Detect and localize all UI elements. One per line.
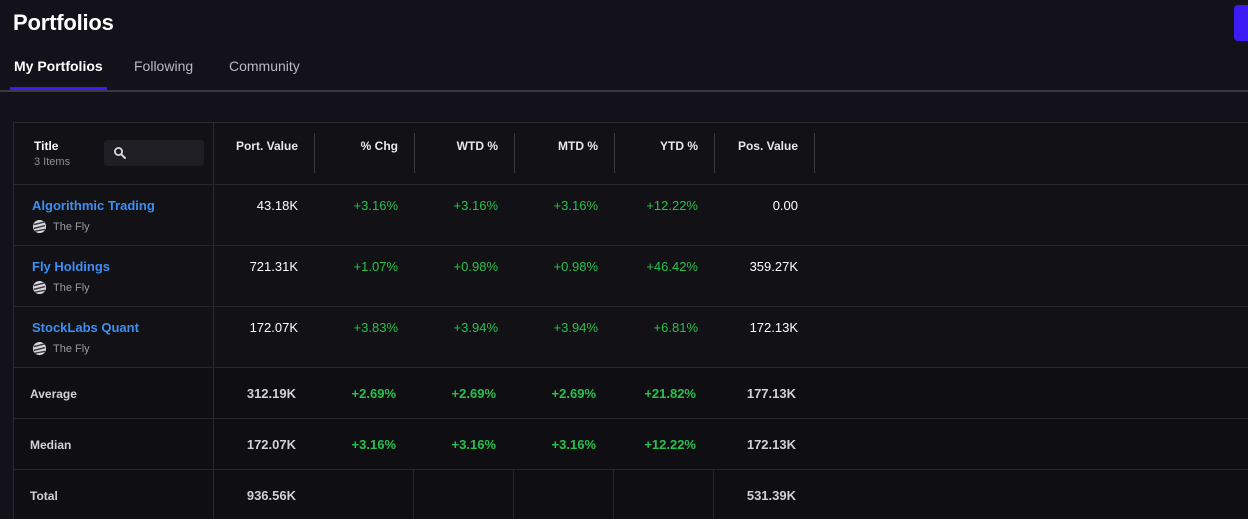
ytd-pct: +46.42%	[646, 259, 698, 274]
summary-ytd	[614, 470, 714, 519]
tab-community[interactable]: Community	[229, 58, 300, 74]
title-cell: StockLabs Quant The Fly	[14, 307, 214, 367]
title-header-cell: Title 3 Items	[14, 123, 214, 184]
portfolio-link[interactable]: Algorithmic Trading	[32, 198, 155, 213]
summary-ytd: +21.82%	[644, 386, 696, 401]
owner: The Fly	[32, 219, 90, 234]
summary-label-cell: Average	[14, 368, 214, 418]
column-divider[interactable]	[314, 133, 315, 173]
summary-row-average: Average 312.19K +2.69% +2.69% +2.69% +21…	[14, 368, 1248, 419]
portfolio-link[interactable]: Fly Holdings	[32, 259, 110, 274]
search-icon	[114, 147, 126, 159]
tab-bar: My Portfolios Following Community	[0, 50, 1248, 92]
wtd-pct: +3.94%	[453, 320, 498, 335]
port-value: 721.31K	[249, 259, 298, 274]
pos-value: 359.27K	[749, 259, 798, 274]
column-header-mtd[interactable]: MTD %	[558, 139, 598, 153]
portfolios-grid: Title 3 Items Port. Value % Chg WTD % MT…	[13, 122, 1248, 519]
column-divider[interactable]	[814, 133, 815, 173]
column-divider[interactable]	[514, 133, 515, 173]
summary-ytd: +12.22%	[644, 437, 696, 452]
search-input[interactable]	[104, 140, 204, 166]
summary-port-value: 172.07K	[246, 437, 296, 452]
summary-mtd	[514, 470, 614, 519]
summary-row-median: Median 172.07K +3.16% +3.16% +3.16% +12.…	[14, 419, 1248, 470]
summary-label: Average	[30, 387, 77, 401]
tab-following[interactable]: Following	[134, 58, 194, 74]
mtd-pct: +3.16%	[553, 198, 598, 213]
owner: The Fly	[32, 341, 90, 356]
summary-wtd: +3.16%	[451, 437, 496, 452]
summary-label-cell: Total	[14, 470, 214, 519]
summary-pos-value: 177.13K	[746, 386, 796, 401]
grid-header-row: Title 3 Items Port. Value % Chg WTD % MT…	[14, 123, 1248, 185]
port-value: 172.07K	[249, 320, 298, 335]
summary-label-cell: Median	[14, 419, 214, 469]
pos-value: 172.13K	[749, 320, 798, 335]
ytd-pct: +12.22%	[646, 198, 698, 213]
items-count: 3 Items	[34, 156, 71, 168]
column-header-ytd[interactable]: YTD %	[659, 139, 698, 153]
table-row[interactable]: StockLabs Quant The Fly 172.07K +3.83% +…	[14, 307, 1248, 368]
tab-my-portfolios[interactable]: My Portfolios	[14, 58, 103, 74]
column-divider[interactable]	[414, 133, 415, 173]
summary-mtd: +2.69%	[551, 386, 596, 401]
ytd-pct: +6.81%	[653, 320, 698, 335]
summary-label: Total	[30, 489, 58, 503]
mtd-pct: +0.98%	[553, 259, 598, 274]
summary-row-total: Total 936.56K 531.39K	[14, 470, 1248, 519]
owner-name: The Fly	[53, 342, 90, 355]
pct-chg: +3.83%	[353, 320, 398, 335]
owner-name: The Fly	[53, 220, 90, 233]
portfolio-link[interactable]: StockLabs Quant	[32, 320, 139, 335]
the-fly-logo-icon	[32, 219, 47, 234]
port-value: 43.18K	[256, 198, 298, 213]
wtd-pct: +0.98%	[453, 259, 498, 274]
column-header-pos-value[interactable]: Pos. Value	[737, 139, 798, 153]
summary-label: Median	[30, 438, 72, 452]
summary-pos-value: 172.13K	[746, 437, 796, 452]
column-divider[interactable]	[614, 133, 615, 173]
summary-wtd	[414, 470, 514, 519]
summary-wtd: +2.69%	[451, 386, 496, 401]
title-column-header[interactable]: Title	[34, 139, 59, 153]
column-header-port-value[interactable]: Port. Value	[235, 139, 298, 153]
wtd-pct: +3.16%	[453, 198, 498, 213]
summary-pos-value: 531.39K	[746, 488, 796, 503]
mtd-pct: +3.94%	[553, 320, 598, 335]
primary-action-button[interactable]	[1234, 5, 1248, 41]
summary-mtd: +3.16%	[551, 437, 596, 452]
the-fly-logo-icon	[32, 341, 47, 356]
summary-pct-chg: +3.16%	[351, 437, 396, 452]
column-header-wtd[interactable]: WTD %	[456, 139, 498, 153]
summary-port-value: 312.19K	[246, 386, 296, 401]
pct-chg: +1.07%	[353, 259, 398, 274]
active-tab-indicator	[10, 87, 107, 90]
owner: The Fly	[32, 280, 90, 295]
table-row[interactable]: Fly Holdings The Fly 721.31K +1.07% +0.9…	[14, 246, 1248, 307]
pos-value: 0.00	[772, 198, 798, 213]
title-cell: Algorithmic Trading The Fly	[14, 185, 214, 245]
owner-name: The Fly	[53, 281, 90, 294]
title-cell: Fly Holdings The Fly	[14, 246, 214, 306]
table-row[interactable]: Algorithmic Trading The Fly 43.18K +3.16…	[14, 185, 1248, 246]
summary-port-value: 936.56K	[246, 488, 296, 503]
column-divider[interactable]	[714, 133, 715, 173]
pct-chg: +3.16%	[353, 198, 398, 213]
summary-pct-chg	[314, 470, 414, 519]
column-header-pct-chg[interactable]: % Chg	[360, 139, 398, 153]
summary-pct-chg: +2.69%	[351, 386, 396, 401]
page-title: Portfolios	[13, 10, 114, 35]
the-fly-logo-icon	[32, 280, 47, 295]
